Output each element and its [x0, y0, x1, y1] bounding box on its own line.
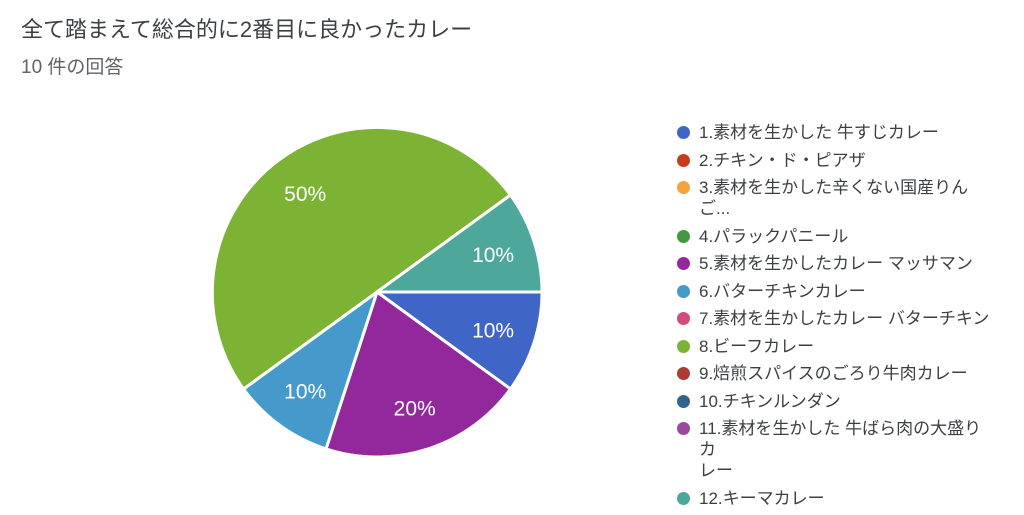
legend-item-1: 1.素材を生かした 牛すじカレー	[677, 122, 993, 143]
pie-slice-label: 20%	[394, 398, 436, 421]
legend-dot-icon	[677, 153, 690, 167]
response-count: 10 件の回答	[21, 57, 124, 78]
legend-dot-icon	[677, 491, 690, 505]
legend-item-label: 11.素材を生かした 牛ばら肉の大盛りカ レー	[699, 419, 982, 480]
pie-slice-label: 50%	[284, 183, 326, 206]
legend-dot-icon	[677, 422, 690, 435]
legend-item-7: 7.素材を生かしたカレー バターチキン	[677, 308, 993, 329]
legend-dot-icon	[677, 312, 690, 325]
legend-item-6: 6.バターチキンカレー	[677, 281, 993, 302]
legend-item-3: 3.素材を生かした辛くない国産りんご...	[677, 177, 993, 219]
pie-slice-5[interactable]	[324, 290, 512, 459]
legend-item-label: 1.素材を生かした 牛すじカレー	[699, 123, 939, 142]
pie-chart: 10% 20% 10% 50% 10%	[210, 125, 544, 459]
legend-item-label: 4.パラックパニール	[699, 226, 849, 246]
legend-item-label: 3.素材を生かした辛くない国産りんご...	[699, 178, 969, 218]
legend-dot-icon	[677, 394, 690, 408]
legend-item-label: 12.キーマカレー	[699, 488, 825, 508]
legend-dot-icon	[677, 229, 690, 243]
legend-item-10: 10.チキンルンダン	[677, 391, 993, 412]
chart-legend: 1.素材を生かした 牛すじカレー 2.チキン・ド・ピアザ 3.素材を生かした辛くない…	[677, 122, 993, 515]
legend-item-label: 2.チキン・ド・ピアザ	[699, 150, 866, 170]
legend-item-label: 6.バターチキンカレー	[699, 281, 866, 301]
legend-item-2: 2.チキン・ド・ピアザ	[677, 150, 993, 171]
legend-item-12: 12.キーマカレー	[677, 488, 993, 509]
legend-dot-icon	[677, 126, 690, 139]
legend-dot-icon	[677, 257, 690, 270]
pie-slice-6[interactable]	[242, 290, 379, 451]
pie-slice-label: 10%	[472, 244, 514, 267]
legend-item-label: 7.素材を生かしたカレー バターチキン	[699, 309, 990, 328]
legend-item-label: 9.焙煎スパイスのごろり牛肉カレー	[699, 364, 968, 383]
legend-item-label: 5.素材を生かしたカレー マッサマン	[699, 254, 973, 273]
legend-item-5: 5.素材を生かしたカレー マッサマン	[677, 253, 993, 274]
pie-slice-8[interactable]	[210, 125, 512, 391]
pie-chart-area: 10% 20% 10% 50% 10%	[202, 117, 552, 467]
legend-item-label: 8.ビーフカレー	[699, 336, 815, 356]
legend-item-8: 8.ビーフカレー	[677, 336, 993, 357]
chart-title: 全て踏まえて総合的に2番目に良かったカレー	[21, 17, 473, 42]
pie-slice-12[interactable]	[375, 193, 544, 294]
legend-dot-icon	[677, 339, 690, 353]
pie-slice-label: 10%	[284, 380, 326, 403]
legend-item-9: 9.焙煎スパイスのごろり牛肉カレー	[677, 363, 993, 384]
pie-slice-1[interactable]	[375, 290, 544, 391]
legend-item-label: 10.チキンルンダン	[699, 391, 841, 411]
legend-dot-icon	[677, 367, 690, 380]
pie-slice-label: 10%	[472, 319, 514, 342]
legend-dot-icon	[677, 181, 690, 194]
legend-item-11: 11.素材を生かした 牛ばら肉の大盛りカ レー	[677, 418, 993, 481]
legend-dot-icon	[677, 284, 690, 298]
legend-item-4: 4.パラックパニール	[677, 226, 993, 247]
